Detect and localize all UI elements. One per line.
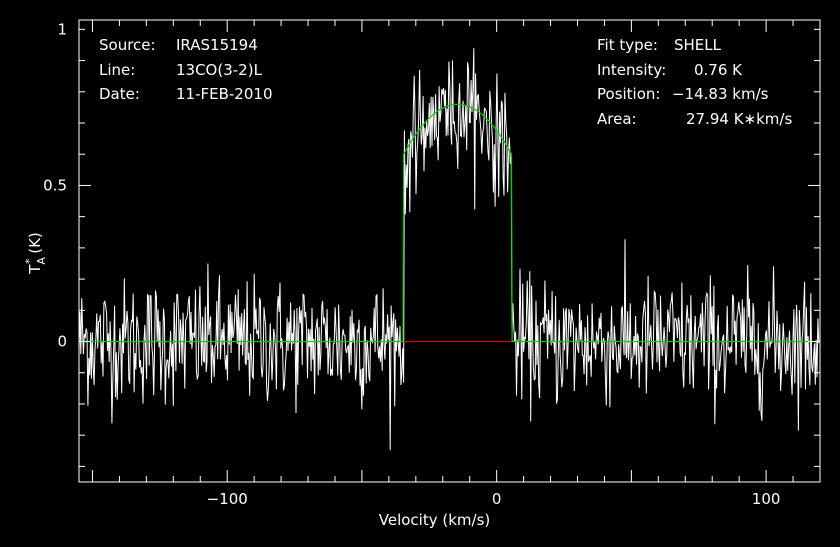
- y-tick-label: 0: [57, 333, 67, 351]
- spectrum-line: [78, 48, 821, 451]
- area-label: Area:: [597, 110, 637, 128]
- y-axis-title: TA* (K): [23, 232, 48, 275]
- y-axis-title-main: T: [26, 264, 44, 275]
- date-label: Date:: [99, 85, 140, 103]
- y-axis-title-sub: A: [35, 257, 48, 265]
- x-tick-label: 0: [492, 490, 502, 508]
- plot-frame: [78, 19, 821, 483]
- x-tick-label: −100: [207, 490, 248, 508]
- position-value: −14.83 km/s: [672, 85, 769, 103]
- intensity-value: 0.76 K: [694, 61, 743, 79]
- line-label: Line:: [99, 61, 136, 79]
- x-tick-label: 100: [752, 490, 781, 508]
- line-value: 13CO(3-2)L: [176, 61, 262, 79]
- y-tick-label: 1: [57, 20, 67, 38]
- x-axis-title: Velocity (km/s): [379, 511, 490, 529]
- date-value: 11-FEB-2010: [176, 85, 273, 103]
- fit-type-label: Fit type:: [597, 36, 658, 54]
- y-tick-label: 0.5: [43, 176, 67, 194]
- fit-line: [79, 103, 820, 343]
- intensity-label: Intensity:: [597, 61, 667, 79]
- area-value: 27.94 K∗km/s: [686, 110, 793, 128]
- position-label: Position:: [597, 85, 661, 103]
- data-layer: [78, 48, 821, 451]
- source-label: Source:: [99, 36, 156, 54]
- axes-layer: [78, 19, 821, 483]
- fit-type-value: SHELL: [674, 36, 721, 54]
- y-axis-title-sup: *: [23, 258, 36, 264]
- y-axis-title-unit: (K): [26, 232, 44, 258]
- label-layer: −100 0 100 0 0.5 1 Velocity (km/s) TA* (K): [23, 20, 780, 529]
- source-value: IRAS15194: [176, 36, 258, 54]
